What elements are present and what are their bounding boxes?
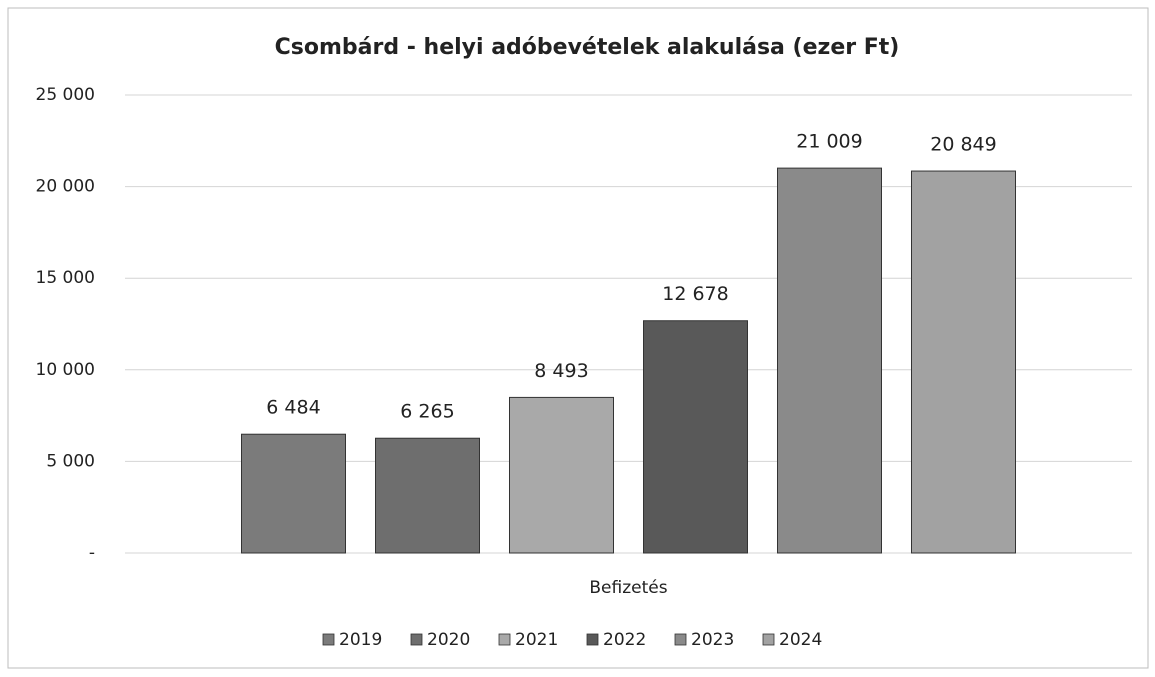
legend-swatch [674, 633, 687, 646]
legend-swatch [322, 633, 335, 646]
legend-label: 2022 [603, 630, 646, 650]
y-tick-label: 20 000 [36, 177, 95, 197]
legend-swatch [762, 633, 775, 646]
value-label: 6 265 [400, 401, 454, 423]
bar [643, 320, 748, 554]
bar [241, 433, 346, 554]
value-label: 21 009 [796, 131, 862, 153]
chart-frame [7, 7, 1149, 669]
bar [375, 437, 480, 554]
y-tick-label: 10 000 [36, 360, 95, 380]
y-tick-label: 5 000 [46, 451, 95, 471]
value-label: 12 678 [662, 283, 728, 305]
legend-label: 2020 [427, 630, 470, 650]
bar [777, 167, 882, 554]
value-label: 8 493 [534, 360, 588, 382]
legend-label: 2024 [779, 630, 822, 650]
value-label: 6 484 [266, 397, 320, 419]
bar [911, 170, 1016, 554]
x-tick-label: Befizetés [589, 578, 667, 598]
legend-swatch [586, 633, 599, 646]
legend-label: 2023 [691, 630, 734, 650]
legend-swatch [410, 633, 423, 646]
y-tick-label: - [89, 543, 95, 563]
legend-label: 2021 [515, 630, 558, 650]
y-tick-label: 25 000 [36, 85, 95, 105]
value-label: 20 849 [930, 134, 996, 156]
chart-title: Csombárd - helyi adóbevételek alakulása … [275, 35, 900, 60]
legend-swatch [498, 633, 511, 646]
y-tick-label: 15 000 [36, 268, 95, 288]
legend-label: 2019 [339, 630, 382, 650]
bar [509, 396, 614, 554]
